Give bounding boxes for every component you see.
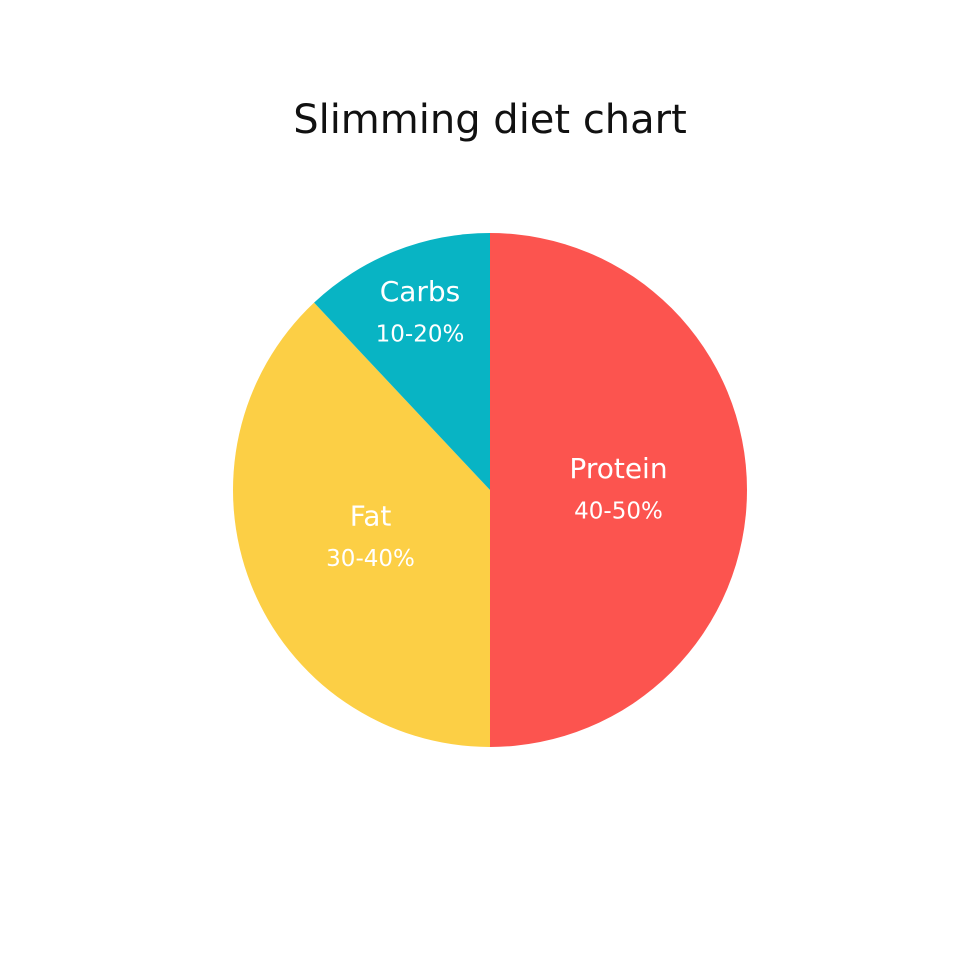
slice-range: 30-40% [326,546,415,572]
chart-title: Slimming diet chart [293,97,687,143]
slice-range: 40-50% [574,499,663,525]
slice-range: 10-20% [376,322,465,348]
slice-label: Fat [350,499,392,532]
pie-slice [490,233,747,747]
slice-label: Protein [569,452,667,485]
slice-label: Carbs [380,275,461,308]
pie-slice [314,233,490,490]
pie-slice [232,302,490,747]
